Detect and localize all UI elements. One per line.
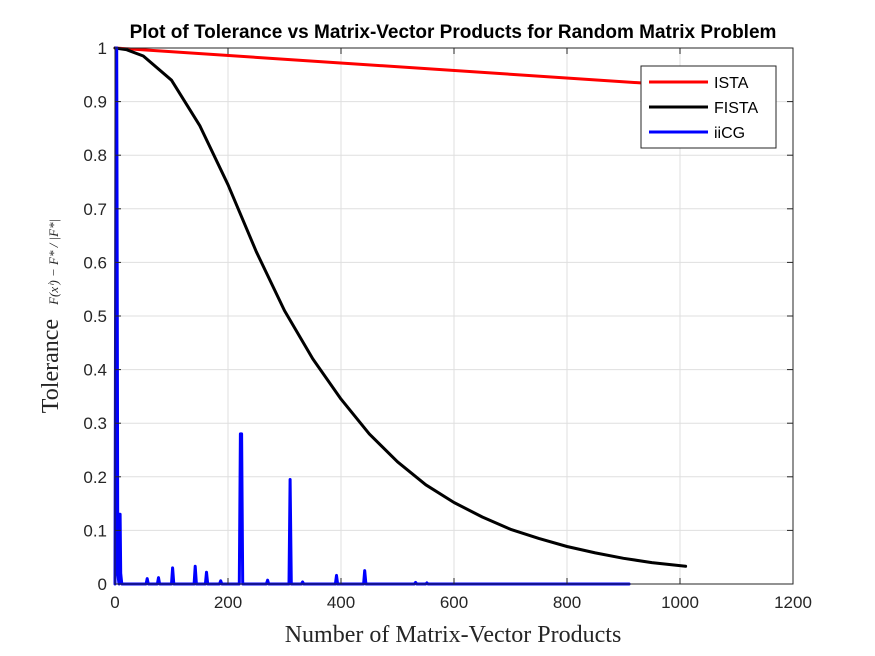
x-tick-label: 800 [553,593,581,612]
y-tick-label: 0.4 [83,361,107,380]
y-tick-label: 0.7 [83,200,107,219]
y-axis-label-math: F(xⁱ) − F* / |F*| [46,219,61,306]
x-tick-label: 1200 [774,593,812,612]
legend-label-iicg: iiCG [714,125,745,142]
x-tick-label: 400 [327,593,355,612]
x-axis-label: Number of Matrix-Vector Products [285,622,622,648]
svg-text:Tolerance F(xⁱ) − F* / |: Tolerance F(xⁱ) − F* / |F*| [38,219,64,413]
y-axis-ticks: 0 0.1 0.2 0.3 0.4 0.5 0.6 0.7 0.8 0.9 1 [83,39,793,594]
x-tick-label: 200 [214,593,242,612]
y-axis-label-text: Tolerance [38,319,64,413]
y-tick-label: 0.5 [83,307,107,326]
x-tick-label: 0 [110,593,119,612]
x-tick-label: 1000 [661,593,699,612]
legend-label-fista: FISTA [714,100,758,117]
x-tick-label: 600 [440,593,468,612]
series-line-ista [113,46,682,87]
y-axis-label: Tolerance F(xⁱ) − F* / |F*| [38,219,64,413]
y-tick-label: 1 [98,39,107,58]
y-tick-label: 0.3 [83,414,107,433]
y-tick-label: 0.9 [83,93,107,112]
y-tick-label: 0.1 [83,521,107,540]
x-axis-ticks: 0 200 400 600 800 1000 1200 [110,48,812,612]
series-line-fista [113,46,688,568]
chart-title: Plot of Tolerance vs Matrix-Vector Produ… [130,22,777,43]
y-tick-label: 0.6 [83,253,107,272]
y-tick-label: 0.8 [83,146,107,165]
y-tick-label: 0.2 [83,468,107,487]
legend: ISTA FISTA iiCG [640,65,777,149]
y-tick-label: 0 [98,575,107,594]
legend-label-ista: ISTA [714,75,749,92]
